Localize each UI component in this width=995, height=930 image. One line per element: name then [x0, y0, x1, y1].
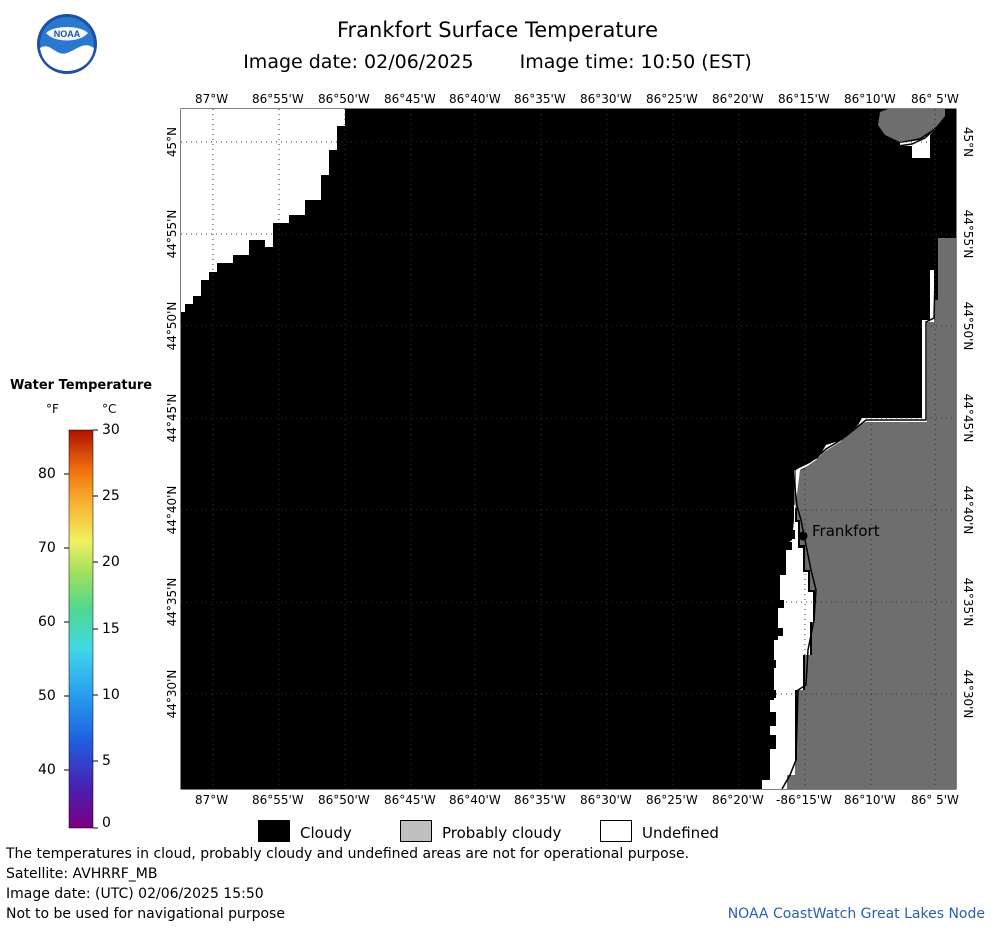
lon-label-bottom: 86°50'W — [318, 793, 370, 807]
lon-label-bottom: 86°40'W — [449, 793, 501, 807]
lon-label-top: 86°55'W — [252, 92, 304, 106]
undefined-strip-northeast — [900, 118, 945, 158]
lon-label-top: 86°20'W — [712, 92, 764, 106]
page-title: Frankfort Surface Temperature — [336, 18, 658, 42]
colorbar-c-label: 5 — [102, 753, 111, 769]
lat-label-left: 44°30'N — [165, 669, 179, 719]
lon-label-top: 86°30'W — [580, 92, 632, 106]
lat-label-right: 44°40'N — [961, 485, 975, 535]
lon-label-top: 86°10'W — [844, 92, 896, 106]
lat-label-left: 44°45'N — [165, 393, 179, 443]
lat-label-right: 44°30'N — [961, 669, 975, 719]
lon-label-bottom: 86°45'W — [384, 793, 436, 807]
colorbar-c-label: 30 — [102, 422, 120, 438]
colorbar-f-label: 80 — [38, 466, 56, 482]
graticule — [181, 109, 956, 789]
lat-label-left: 45°N — [165, 126, 179, 158]
undefined-area-nw — [181, 109, 345, 312]
lon-label-bottom: 86°25'W — [646, 793, 698, 807]
noaa-logo: NOAA — [37, 14, 97, 74]
coastline — [781, 239, 937, 790]
image-date: Image date: 02/06/2025 — [243, 51, 474, 73]
key-label-cloudy: Cloudy — [300, 824, 352, 842]
lat-label-right: 44°45'N — [961, 393, 975, 443]
footer-image-date-utc: Image date: (UTC) 02/06/2025 15:50 — [6, 886, 264, 902]
colorbar-c-label: 10 — [102, 687, 120, 703]
footer-satellite: Satellite: AVHRRF_MB — [6, 866, 158, 882]
key-swatch-cloudy — [258, 820, 290, 842]
colorbar-c-label: 25 — [102, 488, 120, 504]
footer-note: The temperatures in cloud, probably clou… — [6, 846, 690, 862]
colorbar-c-label: 15 — [102, 621, 120, 637]
noaa-logo-text: NOAA — [54, 29, 81, 39]
legend-title: Water Temperature — [10, 378, 153, 393]
lon-label-bottom: 86°55'W — [252, 793, 304, 807]
coastline-north — [897, 115, 947, 147]
lat-label-right: 44°55'N — [961, 209, 975, 259]
lon-label-top: 87°W — [195, 92, 229, 106]
image-info: Image date: 02/06/2025 Image time: 10:50… — [0, 51, 995, 73]
frankfort-marker — [798, 531, 808, 541]
land-east — [787, 238, 956, 789]
lon-label-bottom: -86°15'W — [776, 793, 833, 807]
colorbar-f-label: 50 — [38, 688, 56, 704]
place-label-frankfort: Frankfort — [812, 522, 880, 540]
colorbar-ticks — [64, 429, 98, 829]
lon-label-top: 86°50'W — [318, 92, 370, 106]
lat-label-left: 44°55'N — [165, 209, 179, 259]
lon-label-top: 86°35'W — [514, 92, 566, 106]
key-swatch-undefined — [600, 820, 632, 842]
unit-celsius: °C — [102, 402, 117, 416]
credit-link[interactable]: NOAA CoastWatch Great Lakes Node — [727, 906, 985, 922]
lon-label-top: 86°25'W — [646, 92, 698, 106]
temperature-colorbar — [68, 429, 94, 829]
lon-label-bottom: 87°W — [195, 793, 229, 807]
lon-label-bottom: 86° 5'W — [911, 793, 959, 807]
lat-label-left: 44°40'N — [165, 485, 179, 535]
cloud-pixels — [768, 530, 795, 749]
lon-label-bottom: 86°10'W — [844, 793, 896, 807]
colorbar-f-label: 40 — [38, 762, 56, 778]
key-swatch-probably-cloudy — [400, 820, 432, 842]
lon-label-top: 86°40'W — [449, 92, 501, 106]
lat-label-left: 44°35'N — [165, 577, 179, 627]
lon-label-top: 86°45'W — [384, 92, 436, 106]
colorbar-f-label: 60 — [38, 614, 56, 630]
unit-fahrenheit: °F — [46, 402, 59, 416]
colorbar-f-label: 70 — [38, 540, 56, 556]
lat-label-right: 44°35'N — [961, 577, 975, 627]
image-time: Image time: 10:50 (EST) — [519, 51, 752, 73]
lat-label-right: 44°50'N — [961, 301, 975, 351]
lon-label-top: 86° 5'W — [911, 92, 959, 106]
undefined-strip-east — [762, 270, 934, 789]
colorbar-c-label: 0 — [102, 815, 111, 831]
lon-label-bottom: 86°30'W — [580, 793, 632, 807]
land-northeast — [878, 109, 945, 142]
lat-label-right: 45°N — [961, 126, 975, 158]
key-label-probably-cloudy: Probably cloudy — [442, 824, 562, 842]
lon-label-bottom: 86°20'W — [712, 793, 764, 807]
key-label-undefined: Undefined — [642, 824, 719, 842]
lon-label-top: 86°15'W — [778, 92, 830, 106]
lat-label-left: 44°50'N — [165, 301, 179, 351]
lon-label-bottom: 86°35'W — [514, 793, 566, 807]
colorbar-c-label: 20 — [102, 554, 120, 570]
footer-navigation-warning: Not to be used for navigational purpose — [6, 906, 285, 922]
